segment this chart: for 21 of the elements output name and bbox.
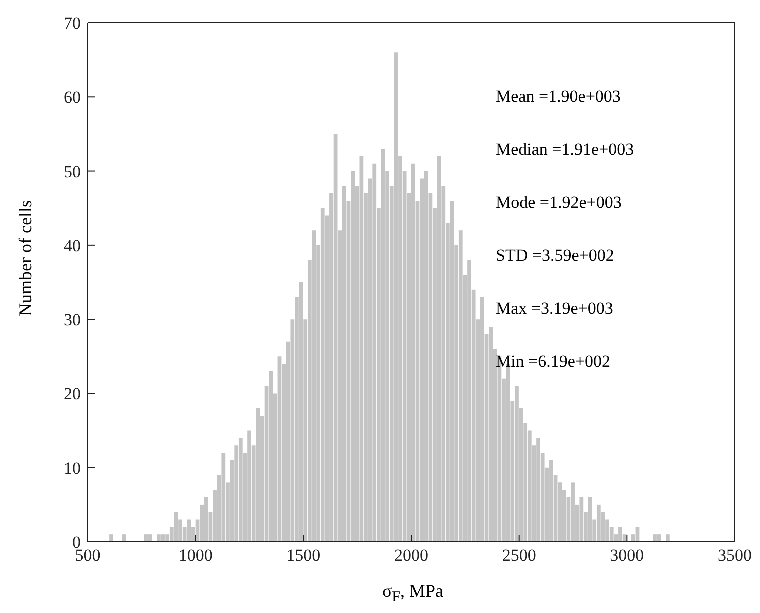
y-tick-label: 10 [64, 458, 81, 478]
x-tick-label: 2500 [502, 546, 536, 566]
x-tick-label: 2000 [394, 546, 428, 566]
y-axis-title: Number of cells [16, 200, 36, 318]
annotation: STD =3.59e+002 [496, 245, 616, 267]
annotation: Mean =1.90e+003 [496, 86, 622, 108]
annotation: Mode =1.92e+003 [496, 192, 623, 214]
y-tick-label: 60 [64, 88, 81, 108]
y-tick-label: 30 [64, 310, 81, 330]
x-axis-title: σ$_{F}$, MPa [381, 581, 445, 607]
y-tick-label: 70 [64, 14, 81, 34]
y-tick-label: 50 [64, 162, 81, 182]
x-tick-label: 1000 [178, 546, 213, 566]
x-tick-label: 3000 [610, 546, 644, 566]
x-tick-label: 3500 [718, 546, 752, 566]
y-tick-label: 40 [64, 236, 81, 256]
annotation: Max =3.19e+003 [496, 298, 614, 320]
annotation: Min =6.19e+002 [496, 351, 612, 373]
annotation: Median =1.91e+003 [496, 139, 634, 161]
x-tick-label: 1500 [286, 546, 321, 566]
y-tick-label: 20 [64, 384, 81, 404]
